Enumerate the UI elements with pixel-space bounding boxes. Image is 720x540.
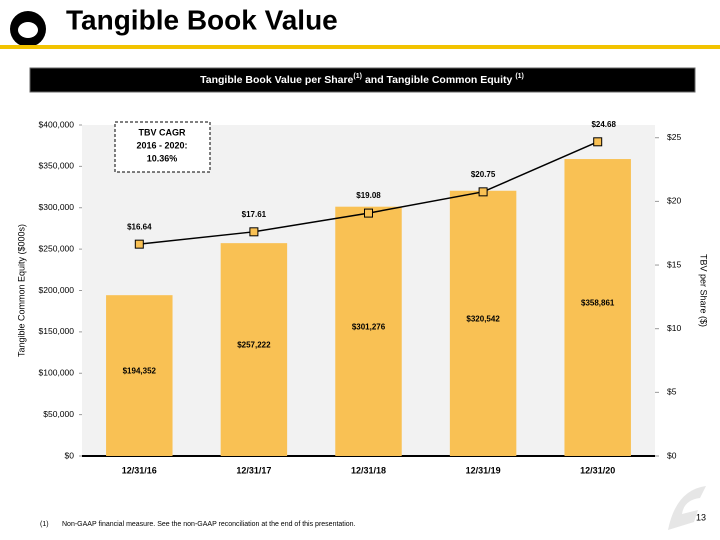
y2-tick-label: $0 xyxy=(667,450,677,460)
y-tick-label: $100,000 xyxy=(39,368,75,378)
y-axis-label: Tangible Common Equity ($000s) xyxy=(16,224,26,357)
page-number: 13 xyxy=(696,512,706,522)
annotation-box xyxy=(114,121,211,173)
line-value-label: $16.64 xyxy=(127,222,152,231)
piggy-icon xyxy=(18,22,38,38)
y-tick-label: $300,000 xyxy=(39,202,75,212)
line-value-label: $24.68 xyxy=(591,120,616,129)
bar-value-label: $257,222 xyxy=(237,341,271,350)
bar xyxy=(220,243,288,456)
line-value-label: $19.08 xyxy=(356,191,381,200)
y-tick-label: $200,000 xyxy=(39,285,75,295)
footnote-text: Non-GAAP financial measure. See the non-… xyxy=(62,521,356,528)
y2-tick-label: $15 xyxy=(667,259,681,269)
slide-title: Tangible Book Value xyxy=(66,4,338,35)
line-marker xyxy=(593,137,603,147)
banner xyxy=(29,67,696,93)
y2-tick-label: $5 xyxy=(667,387,677,397)
banner-sup: (1) xyxy=(353,73,362,80)
line-marker xyxy=(478,187,488,197)
banner-text: Tangible Book Value per Share(1) and Tang… xyxy=(200,73,524,86)
line-marker xyxy=(249,227,259,237)
chart: $0 $50,000 $100,000 $150,000 $200,000 $250,00… xyxy=(16,119,708,475)
line-marker xyxy=(134,239,144,249)
bar-value-label: $320,542 xyxy=(466,314,500,323)
y-tick-label: $400,000 xyxy=(39,119,75,129)
x-tick-label: 12/31/18 xyxy=(351,465,386,475)
y2-axis-label: TBV per Share ($) xyxy=(699,254,709,327)
annotation-line: 10.36% xyxy=(147,153,178,163)
banner-sup: (1) xyxy=(515,73,524,80)
y-tick-label: $250,000 xyxy=(39,243,75,253)
bar xyxy=(335,206,402,456)
bar xyxy=(449,190,517,456)
y2-tick-label: $10 xyxy=(667,323,681,333)
bar xyxy=(106,295,173,456)
x-tick-label: 12/31/19 xyxy=(466,465,501,475)
bar-value-label: $358,861 xyxy=(581,299,615,308)
y-tick-label: $150,000 xyxy=(39,326,75,336)
bar xyxy=(564,159,631,456)
line-marker xyxy=(364,208,373,218)
y2-tick-label: $25 xyxy=(667,132,681,142)
x-tick-label: 12/31/17 xyxy=(236,465,271,475)
footnote-marker: (1) xyxy=(40,521,49,528)
bar-value-label: $194,352 xyxy=(123,367,157,376)
x-tick-label: 12/31/20 xyxy=(580,465,615,475)
line-value-label: $17.61 xyxy=(242,210,267,219)
banner-part: and Tangible Common Equity xyxy=(365,74,513,86)
y2-tick-label: $20 xyxy=(667,196,681,206)
corner-logo xyxy=(668,486,706,530)
header-rule xyxy=(0,45,720,49)
annotation-line: TBV CAGR xyxy=(139,127,187,137)
banner-part: Tangible Book Value per Share xyxy=(200,74,353,86)
annotation-line: 2016 - 2020: xyxy=(136,140,187,150)
y-tick-label: $50,000 xyxy=(43,409,74,419)
x-tick-label: 12/31/16 xyxy=(122,465,157,475)
bar-value-label: $301,276 xyxy=(352,322,386,331)
line-value-label: $20.75 xyxy=(471,170,496,179)
y-tick-label: $0 xyxy=(65,450,75,460)
y-tick-label: $350,000 xyxy=(39,161,75,171)
